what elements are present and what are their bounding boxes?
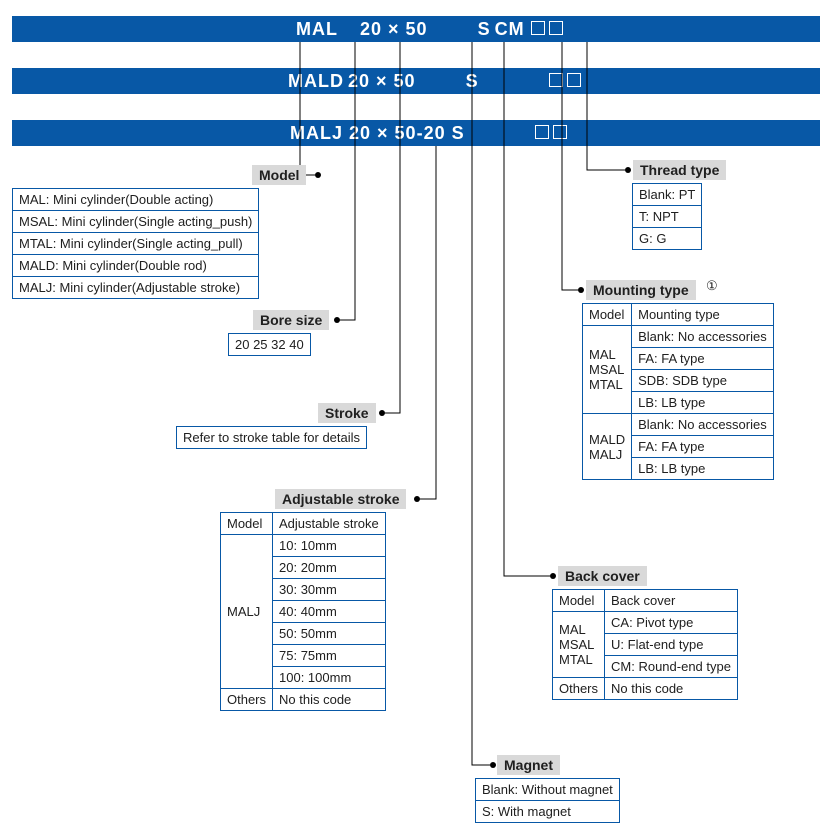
mount-row: LB: LB type (632, 392, 774, 414)
back-row: U: Flat-end type (605, 634, 738, 656)
b3-model: MALJ (290, 123, 343, 144)
adj-row: 20: 20mm (273, 557, 386, 579)
adj-others-r: No this code (273, 689, 386, 711)
b3-stroke: 50 (395, 123, 417, 144)
mount-row: Blank: No accessories (632, 414, 774, 436)
b2-bore: 20 (348, 71, 370, 92)
b3-bore: 20 (349, 123, 371, 144)
mount-hdr-val: Mounting type (632, 304, 774, 326)
model-row: MALJ: Mini cylinder(Adjustable stroke) (13, 277, 259, 299)
b1-bore: 20 (360, 19, 382, 40)
mount-row: Blank: No accessories (632, 326, 774, 348)
table-stroke: Refer to stroke table for details (176, 426, 367, 449)
back-hdr-val: Back cover (605, 590, 738, 612)
b2-model: MALD (288, 71, 344, 92)
b2-box2 (567, 73, 581, 87)
model-row: MAL: Mini cylinder(Double acting) (13, 189, 259, 211)
mount-hdr-model: Model (583, 304, 632, 326)
label-model: Model (252, 165, 306, 185)
back-row: CM: Round-end type (605, 656, 738, 678)
banner-malj: MALJ 20 × 50 -20 S (12, 120, 820, 146)
label-mount: Mounting type (586, 280, 696, 300)
b3-box2 (553, 125, 567, 139)
label-magnet: Magnet (497, 755, 560, 775)
adj-others-l: Others (221, 689, 273, 711)
b3-magnet: S (452, 123, 465, 144)
label-back: Back cover (558, 566, 647, 586)
thread-row: G: G (633, 228, 702, 250)
mount-g2-model: MALD MALJ (583, 414, 632, 480)
mount-g1-model: MAL MSAL MTAL (583, 326, 632, 414)
model-row: MSAL: Mini cylinder(Single acting_push) (13, 211, 259, 233)
b1-box1 (531, 21, 545, 35)
table-bore: 20 25 32 40 (228, 333, 311, 356)
b1-stroke: 50 (406, 19, 428, 40)
table-thread: Blank: PT T: NPT G: G (632, 183, 702, 250)
label-thread: Thread type (633, 160, 726, 180)
banner-mal: MAL 20 × 50 S CM (12, 16, 820, 42)
note-circle: ① (706, 278, 718, 294)
b2-magnet: S (466, 71, 479, 92)
adj-row: 10: 10mm (273, 535, 386, 557)
label-adj: Adjustable stroke (275, 489, 406, 509)
table-model: MAL: Mini cylinder(Double acting) MSAL: … (12, 188, 259, 299)
adj-hdr-val: Adjustable stroke (273, 513, 386, 535)
b1-model: MAL (296, 19, 338, 40)
table-adj: Model Adjustable stroke MALJ 10: 10mm 20… (220, 512, 386, 711)
table-mount: Model Mounting type MAL MSAL MTAL Blank:… (582, 303, 774, 480)
banner-mald: MALD 20 × 50 S (12, 68, 820, 94)
thread-row: Blank: PT (633, 184, 702, 206)
adj-row: 30: 30mm (273, 579, 386, 601)
back-row: CA: Pivot type (605, 612, 738, 634)
adj-row: 40: 40mm (273, 601, 386, 623)
b1-cover: CM (495, 19, 525, 40)
back-model: MAL MSAL MTAL (553, 612, 605, 678)
b1-magnet: S (478, 19, 491, 40)
table-back: Model Back cover MAL MSAL MTAL CA: Pivot… (552, 589, 738, 700)
b2-box1 (549, 73, 563, 87)
back-others-r: No this code (605, 678, 738, 700)
magnet-row: Blank: Without magnet (476, 779, 620, 801)
mount-row: LB: LB type (632, 458, 774, 480)
adj-row: 75: 75mm (273, 645, 386, 667)
b3-box1 (535, 125, 549, 139)
adj-row: 100: 100mm (273, 667, 386, 689)
adj-row: 50: 50mm (273, 623, 386, 645)
back-hdr-model: Model (553, 590, 605, 612)
table-magnet: Blank: Without magnet S: With magnet (475, 778, 620, 823)
bore-cell: 20 25 32 40 (229, 334, 311, 356)
stroke-cell: Refer to stroke table for details (177, 427, 367, 449)
thread-row: T: NPT (633, 206, 702, 228)
model-row: MTAL: Mini cylinder(Single acting_pull) (13, 233, 259, 255)
b2-stroke: 50 (394, 71, 416, 92)
adj-model: MALJ (221, 535, 273, 689)
mount-row: FA: FA type (632, 436, 774, 458)
b1-box2 (549, 21, 563, 35)
model-row: MALD: Mini cylinder(Double rod) (13, 255, 259, 277)
mount-row: SDB: SDB type (632, 370, 774, 392)
label-bore: Bore size (253, 310, 329, 330)
back-others-l: Others (553, 678, 605, 700)
b3-adj: -20 (417, 123, 446, 144)
label-stroke: Stroke (318, 403, 376, 423)
magnet-row: S: With magnet (476, 801, 620, 823)
mount-row: FA: FA type (632, 348, 774, 370)
adj-hdr-model: Model (221, 513, 273, 535)
